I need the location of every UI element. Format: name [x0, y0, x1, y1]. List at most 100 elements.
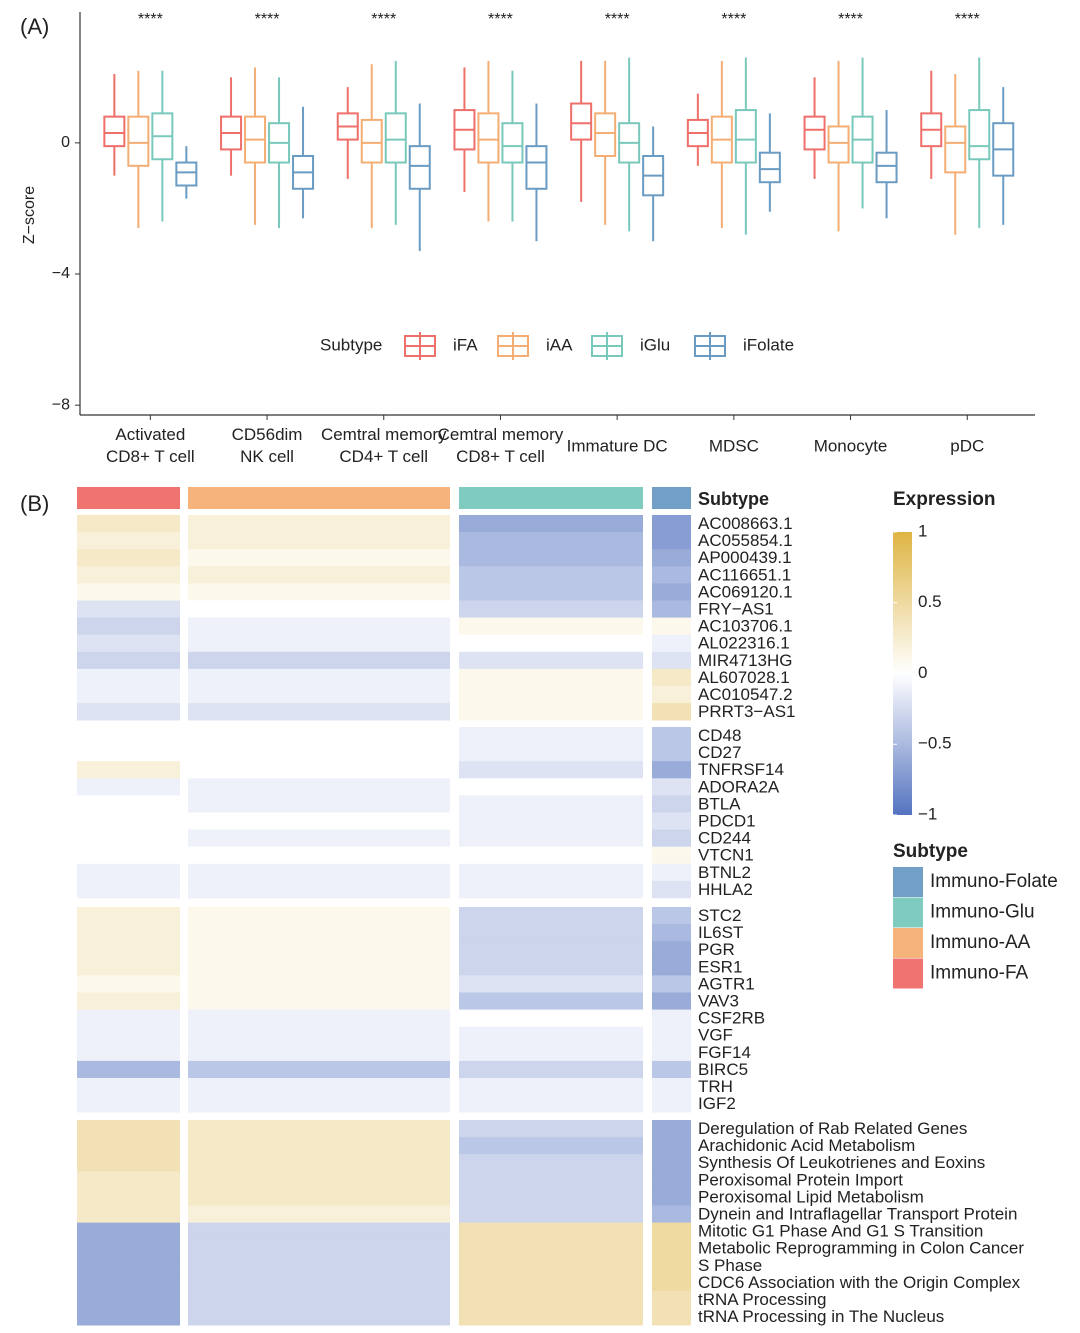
x-tick-label: pDC [950, 436, 984, 455]
heatmap-cell [459, 958, 643, 976]
heatmap-cell [77, 778, 180, 796]
significance: **** [721, 11, 746, 28]
heatmap-cell [459, 532, 643, 550]
heatmap-cell [652, 1256, 691, 1275]
row-label: IGF2 [698, 1094, 736, 1113]
heatmap-cell [459, 880, 643, 899]
heatmap-cell [188, 1120, 450, 1138]
heatmap-cell [77, 1026, 180, 1045]
heatmap-cell [188, 600, 450, 618]
heatmap-cell [652, 958, 691, 976]
heatmap-cell [652, 1095, 691, 1113]
heatmap-cell [652, 583, 691, 601]
heatmap-cell [459, 1308, 643, 1326]
row-label: Dynein and Intraflagellar Transport Prot… [698, 1205, 1017, 1224]
heatmap-cell [188, 1078, 450, 1096]
heatmap-cell [652, 515, 691, 533]
box [175, 161, 198, 187]
legend-label: iFA [453, 335, 478, 354]
heatmap-cell [188, 686, 450, 704]
heatmap-cell [652, 975, 691, 993]
heatmap-cell [188, 566, 450, 584]
heatmap-cell [188, 1205, 450, 1223]
significance: **** [955, 11, 980, 28]
row-label: VAV3 [698, 992, 739, 1011]
row-label: CSF2RB [698, 1009, 765, 1028]
heatmap-cell [188, 778, 450, 796]
heatmap-cell [77, 958, 180, 976]
x-tick-label: CD56dim NK cell [232, 425, 303, 466]
box [384, 112, 407, 164]
heatmap-cell [459, 617, 643, 635]
row-label: AL607028.1 [698, 668, 790, 687]
heatmap-cell [459, 1060, 643, 1079]
heatmap-cell [77, 703, 180, 721]
heatmap-cell [652, 600, 691, 618]
heatmap-cell [188, 1291, 450, 1309]
box [758, 151, 781, 184]
row-label: Peroxisomal Lipid Metabolism [698, 1187, 924, 1206]
row-label: BTNL2 [698, 863, 751, 882]
heatmap-cell [77, 583, 180, 601]
heatmap-cell [188, 761, 450, 779]
heatmap-cell [652, 1308, 691, 1326]
heatmap-cell [188, 846, 450, 865]
x-tick-label: MDSC [709, 436, 759, 455]
row-label: S Phase [698, 1256, 762, 1275]
row-label: AC055854.1 [698, 531, 793, 550]
heatmap-cell [652, 532, 691, 550]
legend-swatch [893, 897, 923, 928]
heatmap-cell [188, 1154, 450, 1172]
heatmap-cell [77, 1120, 180, 1138]
colorbar-tick-label: −1 [918, 804, 937, 823]
heatmap-cell [459, 566, 643, 584]
annotation-bar [188, 487, 450, 509]
heatmap-cell [77, 812, 180, 830]
heatmap-cell [652, 549, 691, 567]
heatmap-cell [188, 1239, 450, 1258]
heatmap-cell [652, 907, 691, 925]
box [875, 151, 898, 184]
box [594, 112, 617, 157]
heatmap-cell [652, 795, 691, 813]
heatmap-cell [652, 617, 691, 635]
heatmap-cell [188, 549, 450, 567]
heatmap-cell [188, 1009, 450, 1027]
colorbar-tick-label: 0.5 [918, 592, 942, 611]
heatmap-cell [77, 668, 180, 687]
heatmap-cell [188, 1273, 450, 1292]
heatmap-cell [652, 812, 691, 830]
heatmap-cell [77, 846, 180, 865]
heatmap-cell [77, 532, 180, 550]
heatmap-cell [77, 907, 180, 925]
heatmap-cell [77, 1273, 180, 1292]
heatmap-cell [188, 651, 450, 670]
row-label: AP000439.1 [698, 548, 792, 567]
box [944, 125, 967, 174]
heatmap-cell [459, 583, 643, 601]
heatmap-cell [188, 532, 450, 550]
row-label: AC103706.1 [698, 617, 793, 636]
legend-title: Subtype [320, 335, 382, 354]
heatmap-cell [188, 829, 450, 847]
row-label: TNFRSF14 [698, 760, 784, 779]
heatmap-cell [77, 1095, 180, 1113]
row-label: AC069120.1 [698, 582, 793, 601]
heatmap-cell [77, 1060, 180, 1079]
heatmap-cell [652, 1137, 691, 1155]
heatmap-cell [459, 600, 643, 618]
row-label: Peroxisomal Protein Import [698, 1170, 903, 1189]
heatmap-cell [77, 744, 180, 762]
heatmap-cell [459, 744, 643, 762]
colorbar-tick-label: 0 [918, 663, 927, 682]
heatmap-cell [77, 1308, 180, 1326]
legend-title: Subtype [893, 841, 968, 862]
heatmap-cell [652, 1222, 691, 1240]
x-tick-label: Activated CD8+ T cell [106, 425, 195, 466]
row-label: PGR [698, 940, 735, 959]
heatmap-cell [459, 1043, 643, 1062]
heatmap-cell [77, 924, 180, 942]
heatmap-cell [188, 1308, 450, 1326]
heatmap-cell [188, 727, 450, 745]
